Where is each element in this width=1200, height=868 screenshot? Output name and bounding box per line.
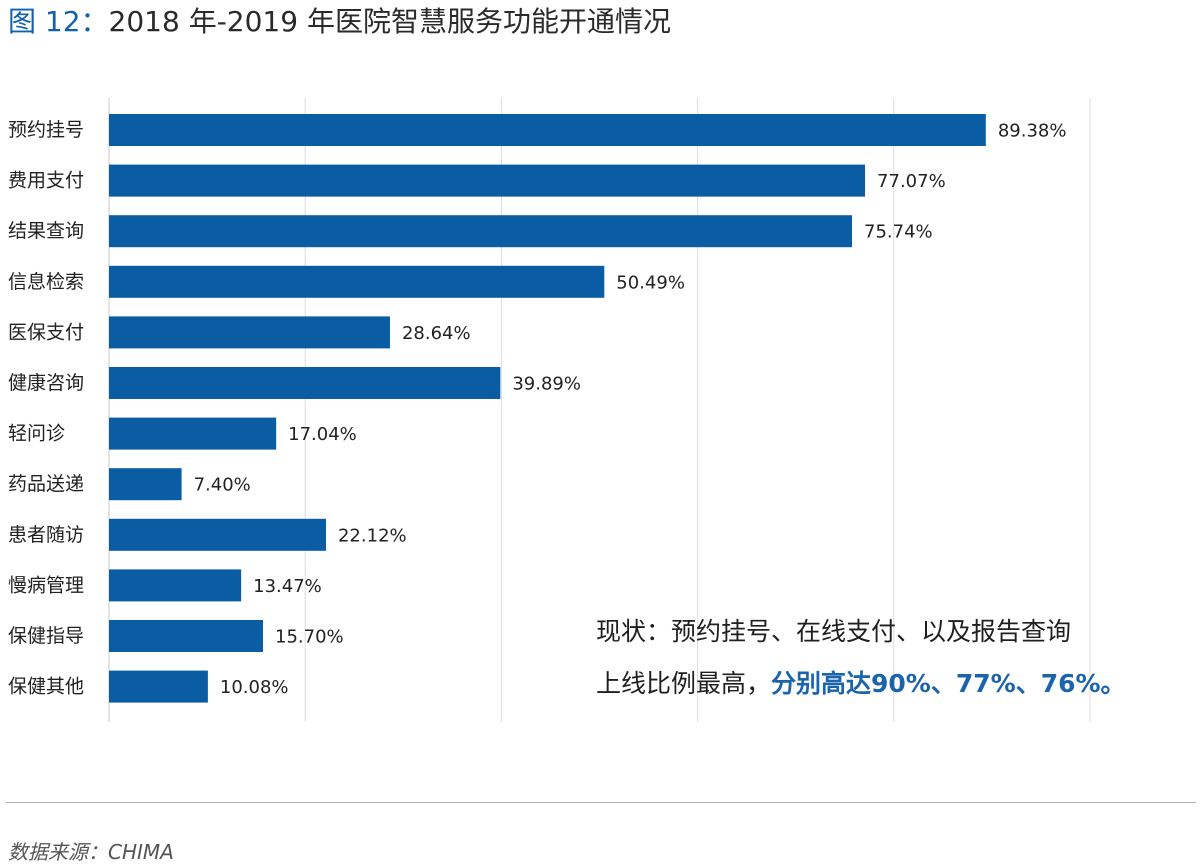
- value-label: 22.12%: [338, 525, 407, 546]
- annotation-line-1: 现状：预约挂号、在线支付、以及报告查询: [596, 617, 1072, 646]
- bar: [109, 620, 264, 652]
- bar: [109, 114, 986, 146]
- category-label: 预约挂号: [8, 119, 84, 141]
- bar-chart: 预约挂号费用支付结果查询信息检索医保支付健康咨询轻问诊药品送递患者随访慢病管理保…: [8, 98, 1091, 722]
- category-labels: 预约挂号费用支付结果查询信息检索医保支付健康咨询轻问诊药品送递患者随访慢病管理保…: [8, 119, 84, 698]
- value-label: 15.70%: [275, 627, 344, 648]
- value-label: 50.49%: [616, 272, 685, 293]
- category-label: 保健指导: [8, 625, 84, 647]
- bars: [109, 114, 986, 703]
- value-label: 7.40%: [194, 475, 251, 496]
- bar: [109, 316, 390, 349]
- category-label: 信息检索: [8, 271, 84, 293]
- data-source: 数据来源：CHIMA: [8, 840, 174, 864]
- value-label: 28.64%: [402, 323, 471, 344]
- footer-divider: [6, 802, 1196, 803]
- bar: [109, 417, 277, 450]
- annotation-line-2-text: 上线比例最高，: [596, 669, 772, 698]
- category-label: 费用支付: [8, 170, 84, 192]
- value-label: 75.74%: [864, 222, 933, 243]
- value-label: 39.89%: [512, 374, 581, 395]
- bar: [109, 265, 605, 298]
- category-label: 健康咨询: [8, 372, 84, 394]
- bar: [109, 215, 853, 248]
- value-label: 77.07%: [877, 171, 946, 192]
- figure-title-text: 2018 年-2019 年医院智慧服务功能开通情况: [108, 5, 671, 38]
- bar: [109, 468, 182, 501]
- value-label: 89.38%: [998, 121, 1067, 142]
- category-label: 医保支付: [8, 321, 84, 343]
- bar: [109, 367, 501, 399]
- gridlines: [108, 98, 1091, 722]
- category-label: 轻问诊: [8, 423, 65, 445]
- category-label: 药品送递: [8, 473, 84, 495]
- annotation-highlight: 分别高达90%、77%、76%。: [771, 669, 1126, 698]
- bar: [109, 164, 866, 197]
- bar: [109, 569, 242, 602]
- bar: [109, 670, 208, 703]
- category-label: 慢病管理: [8, 574, 84, 596]
- figure-number: 图 12：: [8, 5, 109, 38]
- category-label: 保健其他: [8, 676, 84, 698]
- bar: [109, 518, 326, 551]
- value-label: 10.08%: [220, 677, 289, 698]
- value-label: 13.47%: [253, 576, 322, 597]
- value-label: 17.04%: [288, 424, 357, 445]
- category-label: 患者随访: [8, 524, 84, 546]
- annotation-line-2: 上线比例最高，分别高达90%、77%、76%。: [596, 658, 1196, 710]
- value-labels: 89.38% 77.07% 75.74% 50.49% 28.64% 39.89% 17.0…: [194, 121, 1067, 699]
- figure-title: 图 12：2018 年-2019 年医院智慧服务功能开通情况: [8, 2, 671, 42]
- annotation-box: 现状：预约挂号、在线支付、以及报告查询 上线比例最高，分别高达90%、77%、7…: [596, 606, 1196, 710]
- category-label: 结果查询: [8, 220, 84, 242]
